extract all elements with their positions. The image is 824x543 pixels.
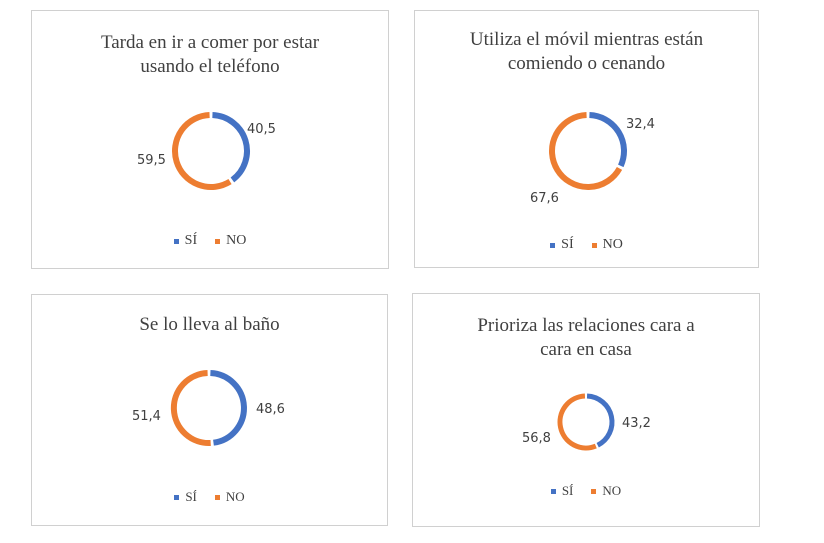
data-label-no: 67,6 xyxy=(530,191,559,206)
legend-item-si: SÍ xyxy=(174,489,197,505)
data-label-si: 43,2 xyxy=(622,416,651,431)
legend-item-no: NO xyxy=(215,233,246,249)
chart-title-line-2: cara en casa xyxy=(540,338,632,360)
legend-label-no: NO xyxy=(602,237,623,252)
legend-item-no: NO xyxy=(214,489,245,505)
legend-item-no: NO xyxy=(591,483,621,499)
chart-title-line-1: Utiliza el móvil mientras están xyxy=(469,29,704,50)
legend-swatch-si xyxy=(550,488,556,494)
legend-swatch-no xyxy=(591,242,597,248)
chart-card-utiliza-movil: Utiliza el móvil mientras están comiendo… xyxy=(414,10,759,268)
data-label-si: 48,6 xyxy=(256,402,285,417)
legend-label-si: SÍ xyxy=(185,489,197,504)
donut-slice-si xyxy=(586,393,615,448)
chart-card-tarda-comer: Tarda en ir a comer por estar usando el … xyxy=(31,10,389,269)
donut-chart: 32,4 67,6 xyxy=(530,112,655,206)
legend-swatch-no xyxy=(214,494,220,500)
donut-slice-no xyxy=(549,112,623,190)
legend-swatch-si xyxy=(173,238,179,244)
chart-card-prioriza: Prioriza las relaciones cara a cara en c… xyxy=(412,293,760,527)
chart-legend: SÍ NO xyxy=(32,489,387,505)
legend-item-no: NO xyxy=(591,237,623,253)
data-label-no: 51,4 xyxy=(132,409,161,424)
legend-swatch-si xyxy=(550,242,556,248)
legend-label-no: NO xyxy=(225,489,245,504)
legend-swatch-no xyxy=(215,238,221,244)
legend-item-si: SÍ xyxy=(550,237,574,253)
chart-title: Utiliza el móvil mientras están comiendo… xyxy=(415,28,758,76)
donut-slice-si xyxy=(589,112,627,168)
donut-slice-si xyxy=(212,112,250,183)
donut-slice-no xyxy=(170,370,211,446)
donut-chart: 40,5 59,5 xyxy=(137,112,276,190)
donut-chart: 43,2 56,8 xyxy=(522,393,651,451)
chart-title-line-1: Se lo lleva al baño xyxy=(139,314,280,335)
chart-title-line-1: Tarda en ir a comer por estar xyxy=(100,32,320,53)
chart-title-line-2: usando el teléfono xyxy=(140,55,280,77)
chart-legend: SÍ NO xyxy=(32,233,388,249)
legend-label-no: NO xyxy=(602,483,622,498)
legend-label-no: NO xyxy=(226,233,247,248)
legend-swatch-no xyxy=(591,488,597,494)
data-label-no: 59,5 xyxy=(137,153,166,168)
data-label-no: 56,8 xyxy=(522,431,551,446)
legend-item-si: SÍ xyxy=(173,233,198,249)
chart-legend: SÍ NO xyxy=(413,483,759,499)
donut-chart: 48,6 51,4 xyxy=(132,370,285,446)
donut-slice-si xyxy=(210,370,247,446)
donut-slice-no xyxy=(172,112,232,190)
legend-item-si: SÍ xyxy=(550,483,574,499)
chart-card-bano: Se lo lleva al baño 48,6 51,4 SÍ NO xyxy=(31,294,388,526)
chart-legend: SÍ NO xyxy=(415,237,758,253)
data-label-si: 32,4 xyxy=(626,117,655,132)
legend-label-si: SÍ xyxy=(561,237,574,252)
data-label-si: 40,5 xyxy=(247,122,276,137)
chart-title: Se lo lleva al baño xyxy=(32,313,387,337)
legend-label-si: SÍ xyxy=(184,233,198,248)
legend-swatch-si xyxy=(174,494,180,500)
legend-label-si: SÍ xyxy=(561,483,574,498)
chart-title-line-1: Prioriza las relaciones cara a xyxy=(477,315,695,336)
chart-title-line-2: comiendo o cenando xyxy=(507,52,666,74)
donut-slice-no xyxy=(557,393,597,451)
chart-title: Tarda en ir a comer por estar usando el … xyxy=(32,31,388,79)
chart-title: Prioriza las relaciones cara a cara en c… xyxy=(413,314,759,362)
